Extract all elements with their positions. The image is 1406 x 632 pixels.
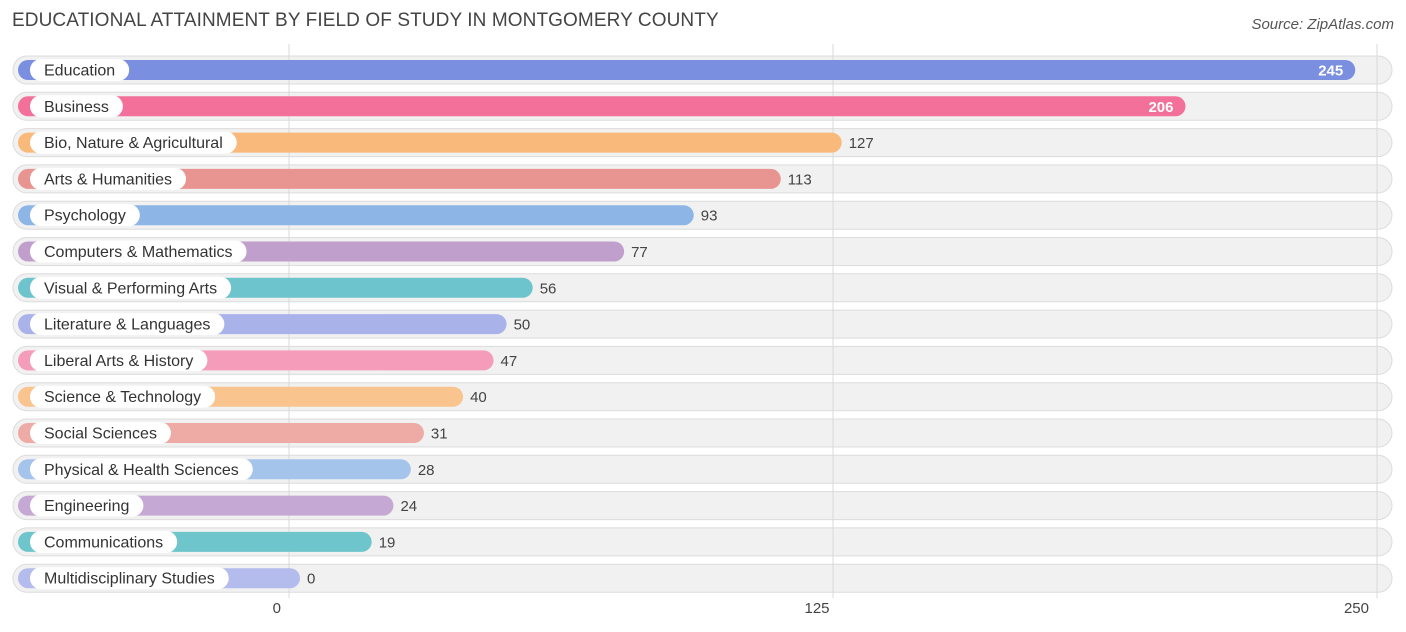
category-label-social-sciences: Social Sciences	[44, 426, 157, 443]
category-label-education: Education	[44, 63, 115, 80]
x-tick-label-250: 250	[1344, 600, 1369, 617]
bar-psychology	[18, 205, 694, 226]
category-label-pill-literature-and-languages	[30, 313, 225, 336]
category-label-literature-and-languages: Literature & Languages	[44, 317, 210, 334]
value-label-literature-and-languages: 50	[514, 317, 531, 334]
category-label-pill-social-sciences	[30, 422, 171, 444]
category-label-physical-and-health-sciences: Physical & Health Sciences	[44, 462, 239, 479]
category-label-business: Business	[44, 99, 109, 116]
value-label-visual-and-performing-arts: 56	[540, 280, 557, 297]
category-label-pill-psychology	[30, 204, 140, 227]
value-label-science-and-technology: 40	[470, 389, 487, 406]
value-label-communications: 19	[379, 534, 396, 551]
category-label-pill-physical-and-health-sciences	[30, 458, 253, 481]
value-label-business: 206	[1148, 99, 1173, 116]
x-tick-label-0: 0	[273, 600, 281, 617]
category-label-arts-and-humanities: Arts & Humanities	[44, 171, 172, 188]
value-label-liberal-arts-and-history: 47	[501, 353, 518, 370]
category-label-pill-multidisciplinary-studies	[30, 567, 229, 590]
value-label-education: 245	[1318, 63, 1343, 80]
value-label-psychology: 93	[701, 208, 718, 225]
value-label-engineering: 24	[400, 498, 417, 515]
category-label-pill-visual-and-performing-arts	[30, 276, 232, 299]
bar-business	[18, 96, 1186, 117]
bar-education	[18, 60, 1356, 80]
category-label-visual-and-performing-arts: Visual & Performing Arts	[44, 280, 217, 297]
category-label-pill-engineering	[30, 494, 144, 517]
category-label-computers-and-mathematics: Computers & Mathematics	[44, 244, 233, 261]
value-label-computers-and-mathematics: 77	[631, 244, 648, 261]
chart-title: EDUCATIONAL ATTAINMENT BY FIELD OF STUDY…	[12, 10, 719, 31]
category-label-pill-arts-and-humanities	[30, 167, 187, 190]
category-label-communications: Communications	[44, 534, 163, 551]
category-label-pill-communications	[30, 530, 178, 553]
category-label-pill-science-and-technology	[30, 385, 216, 408]
category-label-pill-education	[30, 59, 130, 81]
chart-source: Source: ZipAtlas.com	[1251, 16, 1394, 33]
category-label-pill-bio-nature-and-agricultural	[30, 131, 237, 154]
value-label-bio-nature-and-agricultural: 127	[849, 135, 874, 152]
value-label-arts-and-humanities: 113	[788, 171, 812, 188]
category-label-multidisciplinary-studies: Multidisciplinary Studies	[44, 571, 215, 588]
x-tick-label-125: 125	[804, 600, 829, 617]
category-label-bio-nature-and-agricultural: Bio, Nature & Agricultural	[44, 135, 223, 152]
bar-arts-and-humanities	[18, 168, 781, 189]
value-label-physical-and-health-sciences: 28	[418, 462, 435, 479]
row-background-multidisciplinary-studies	[12, 563, 1393, 593]
category-label-pill-computers-and-mathematics	[30, 240, 247, 263]
category-label-engineering: Engineering	[44, 498, 129, 515]
category-label-psychology: Psychology	[44, 208, 126, 225]
category-label-pill-business	[30, 95, 123, 118]
category-label-liberal-arts-and-history: Liberal Arts & History	[44, 353, 193, 370]
category-label-science-and-technology: Science & Technology	[44, 389, 201, 406]
value-label-social-sciences: 31	[431, 426, 448, 443]
value-label-multidisciplinary-studies: 0	[307, 571, 315, 588]
category-label-pill-liberal-arts-and-history	[30, 349, 208, 372]
